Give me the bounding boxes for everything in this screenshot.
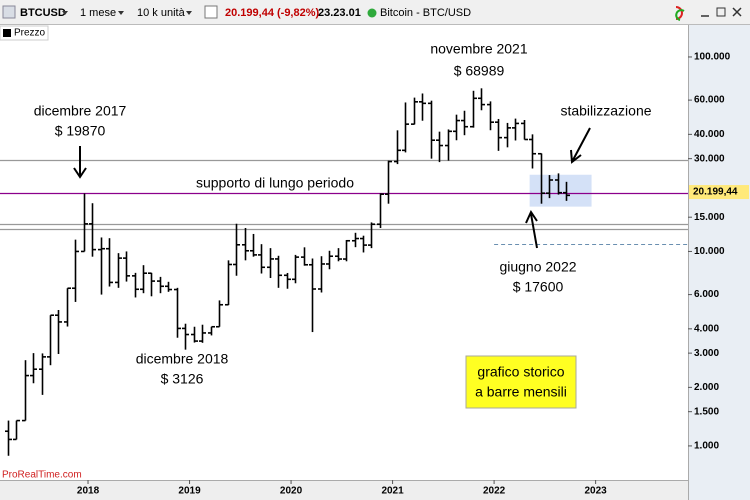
price-change: 20.199,44 (-9,82%) [225,7,320,19]
status-dot [367,8,377,18]
annotation: $ 68989 [454,63,505,79]
dropdown-arrow[interactable] [186,11,192,15]
note-text: grafico storico [477,364,564,380]
x-tick-label: 2020 [280,486,303,497]
plot-area [0,25,688,480]
period[interactable]: 1 mese [80,7,116,19]
x-tick-label: 2019 [178,486,201,497]
dropdown-arrow[interactable] [62,11,68,15]
annotation: stabilizzazione [560,103,651,119]
arrow [525,209,538,249]
legend-swatch [3,29,11,37]
annotation: $ 19870 [55,123,106,139]
y-tick-label: 4.000 [694,323,719,334]
footer: ProRealTime.com [2,470,82,481]
annotation: supporto di lungo periodo [196,175,354,191]
note-text: a barre mensili [475,384,567,400]
price-axis [688,25,750,500]
note-box [465,355,577,409]
arrow [73,146,87,179]
highlight-box [529,174,592,207]
symbol[interactable]: BTCUSD [20,7,66,19]
x-tick-label: 2023 [584,486,607,497]
y-tick-label: 10.000 [694,246,725,257]
annotation: dicembre 2018 [136,351,229,367]
instrument: Bitcoin - BTC/USD [380,7,471,19]
x-tick-label: 2021 [381,486,404,497]
time-axis [0,480,688,500]
close-button[interactable] [732,7,742,17]
symbol-icon[interactable] [2,5,16,19]
x-tick-label: 2018 [77,486,100,497]
x-tick-label: 2022 [483,486,506,497]
maximize-button[interactable] [716,7,726,17]
y-tick-label: 6.000 [694,289,719,300]
dropdown-arrow[interactable] [118,11,124,15]
y-tick-label: 3.000 [694,348,719,359]
annotation: giugno 2022 [499,259,576,275]
arrow [570,127,591,164]
settings-icon[interactable] [204,5,218,19]
y-tick-label: 40.000 [694,129,725,140]
y-tick-label: 60.000 [694,95,725,106]
legend-label: Prezzo [14,28,46,39]
y-tick-label: 2.000 [694,382,719,393]
last-price-label: 20.199,44 [693,187,738,198]
units[interactable]: 10 k unità [137,7,186,19]
y-tick-label: 1.000 [694,441,719,452]
annotation: $ 3126 [161,371,204,387]
y-tick-label: 30.000 [694,153,725,164]
legend [0,25,49,41]
annotation: $ 17600 [513,279,564,295]
y-tick-label: 100.000 [694,52,731,63]
y-tick-label: 1.500 [694,406,719,417]
refresh-icon[interactable] [675,9,685,21]
annotation: novembre 2021 [430,41,528,57]
time: 23.23.01 [318,7,361,19]
last-price-box [689,185,749,200]
annotation: dicembre 2017 [34,103,127,119]
y-tick-label: 15.000 [694,212,725,223]
